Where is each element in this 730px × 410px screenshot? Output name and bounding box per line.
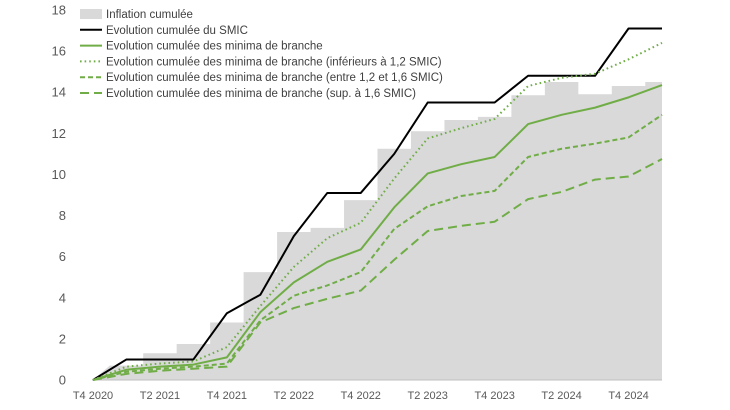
legend-swatch-0 (80, 9, 102, 19)
y-tick-label: 12 (52, 126, 66, 141)
x-tick-label: T4 2022 (341, 390, 381, 402)
x-tick-label: T2 2022 (274, 390, 314, 402)
series-line-4 (92, 114, 663, 381)
x-tick-label: T2 2024 (541, 390, 581, 402)
legend-label-2: Evolution cumulée des minima de branche (106, 41, 323, 53)
series-line-3 (92, 41, 663, 381)
y-tick-label: 14 (52, 85, 66, 100)
y-tick-label: 6 (59, 249, 66, 264)
inflation-area-layer (93, 81, 662, 380)
x-tick-label: T4 2020 (73, 390, 113, 402)
series-line-5 (92, 158, 663, 381)
y-tick-label: 10 (52, 167, 66, 182)
series-lines-layer (92, 27, 663, 381)
x-tick-label: T2 2021 (140, 390, 180, 402)
legend-label-3: Evolution cumulée des minima de branche … (106, 56, 442, 68)
y-tick-label: 16 (52, 44, 66, 59)
y-tick-label: 0 (59, 373, 66, 388)
x-tick-label: T4 2021 (207, 390, 247, 402)
series-line-1 (92, 27, 662, 381)
legend-label-4: Evolution cumulée des minima de branche … (106, 72, 443, 84)
axis-layer: 0 2 4 6 8 10 12 14 16 18 T4 2020 T2 2021 T4 2021 T2 2… (52, 3, 662, 402)
x-tick-label: T4 2024 (608, 390, 648, 402)
y-tick-label: 8 (59, 208, 66, 223)
y-tick-label: 18 (52, 3, 66, 18)
legend-label-5: Evolution cumulée des minima de branche … (106, 88, 416, 100)
legend-label-0: Inflation cumulée (106, 9, 193, 21)
x-tick-label: T2 2023 (408, 390, 448, 402)
inflation-area (93, 81, 662, 380)
y-tick-label: 2 (59, 331, 66, 346)
y-tick-label: 4 (59, 290, 66, 305)
series-line-2 (92, 84, 663, 381)
x-tick-label: T4 2023 (474, 390, 514, 402)
legend-label-1: Evolution cumulée du SMIC (106, 25, 248, 37)
legend: Inflation cumulée Evolution cumulée du SM… (80, 9, 443, 100)
